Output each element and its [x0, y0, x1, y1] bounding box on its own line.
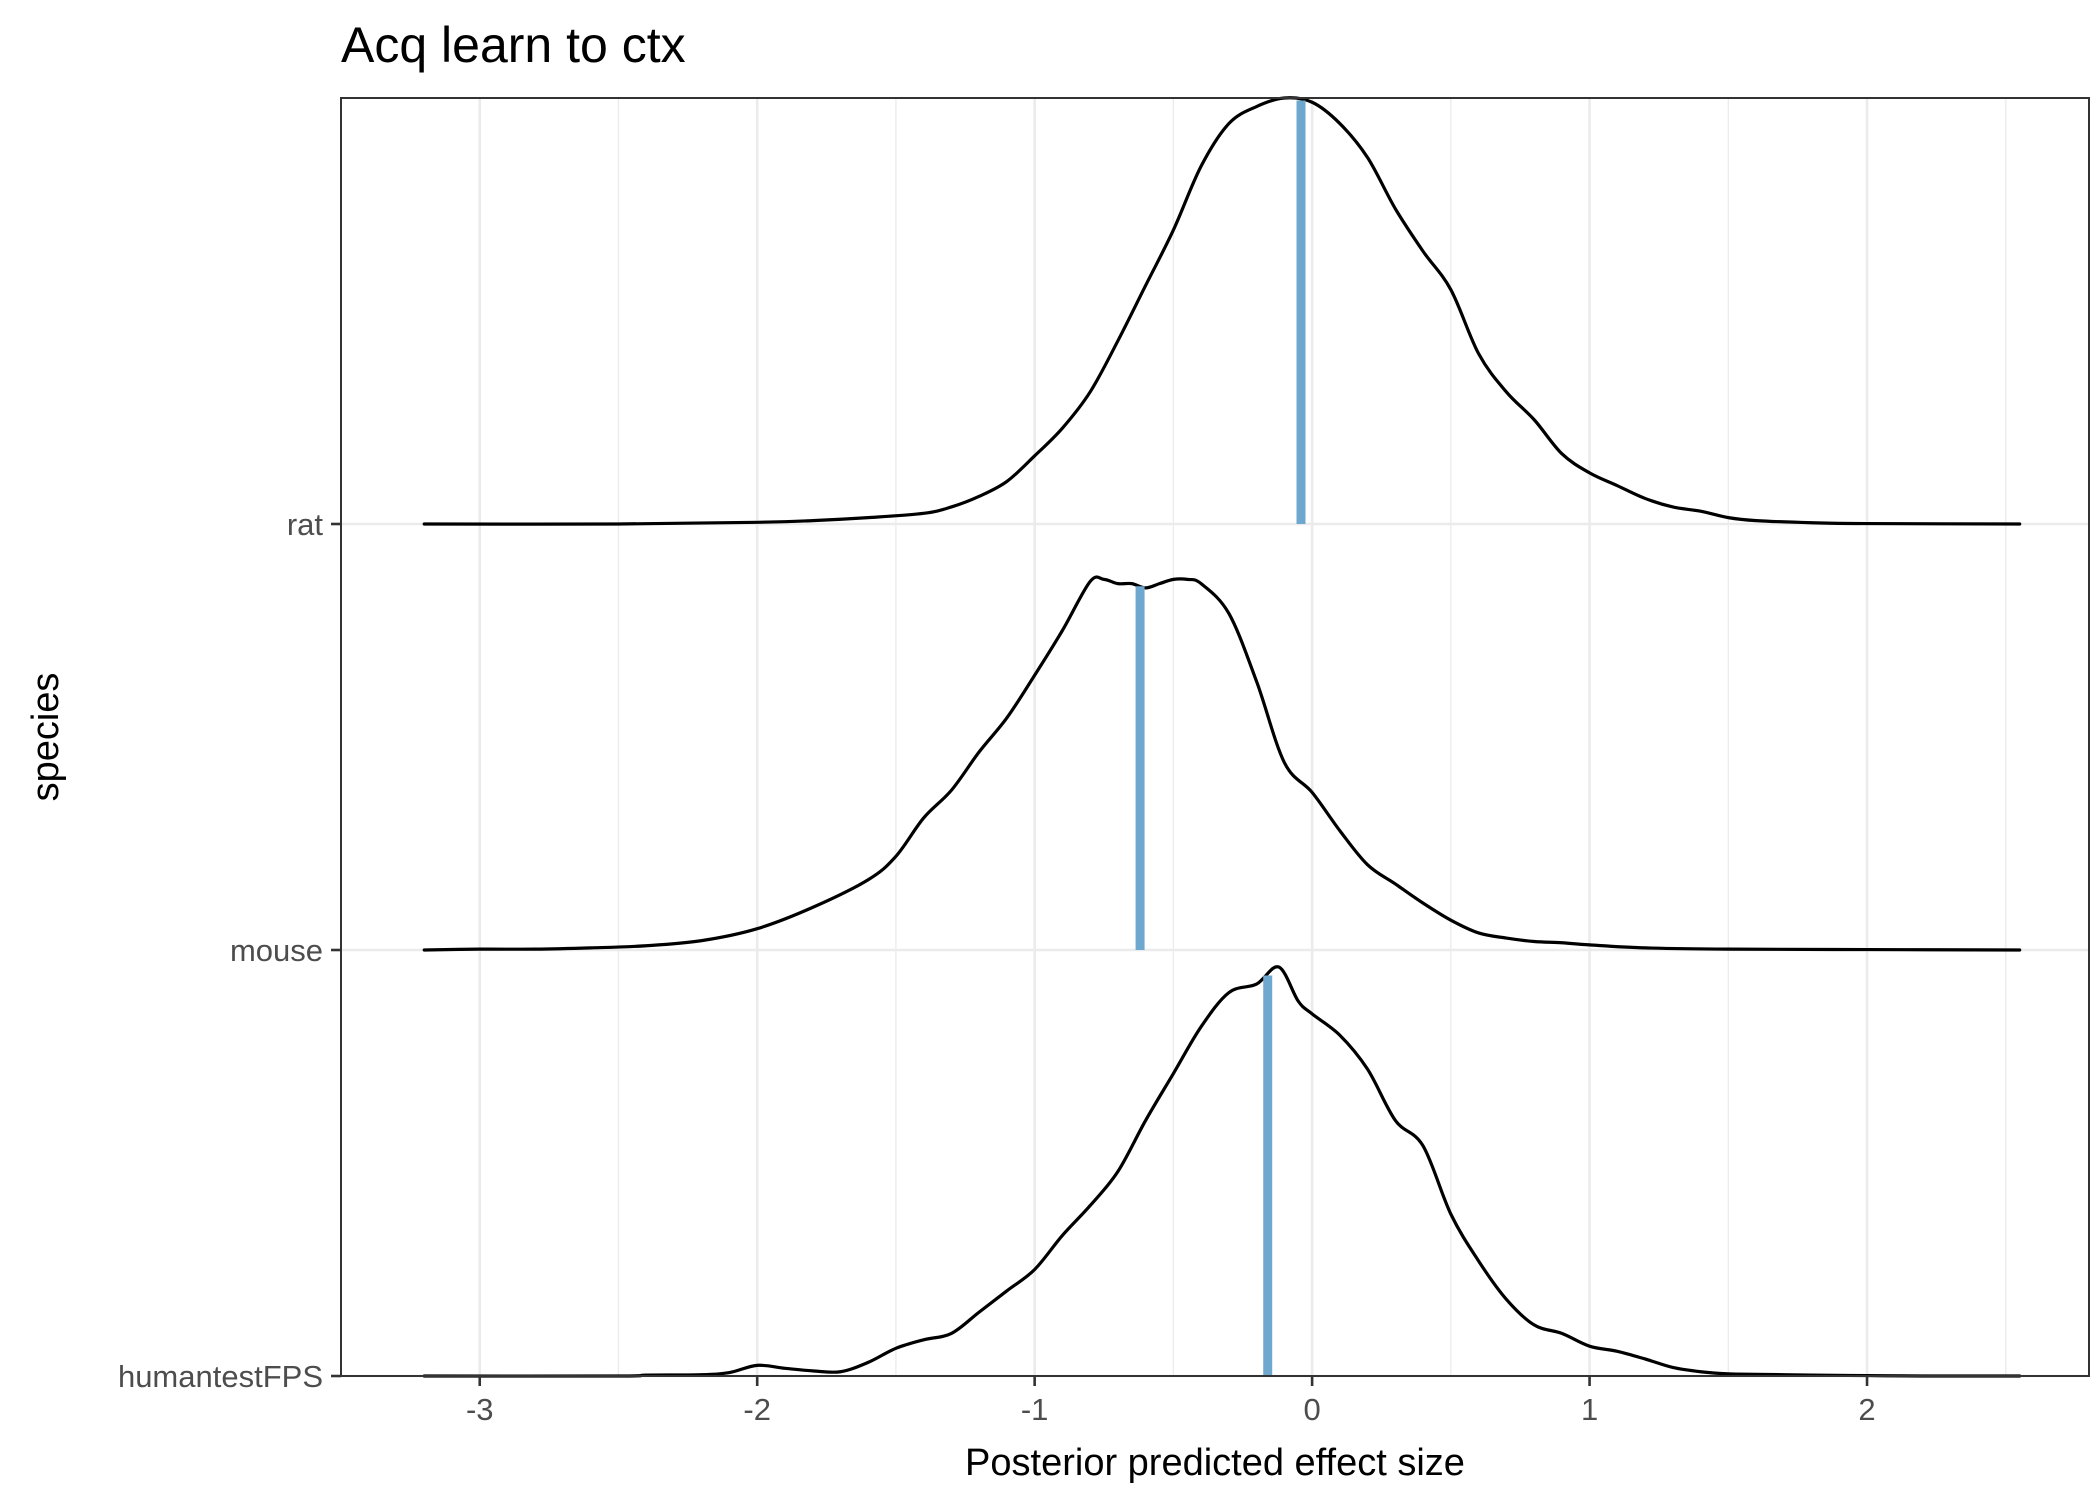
axes: humantestFPS mouse rat -3 -2 -1 0 1 2 [118, 507, 1876, 1427]
y-axis-title: species [25, 673, 67, 802]
x-tick-label: 0 [1303, 1392, 1320, 1427]
plot-panel-border [340, 97, 2090, 1377]
y-tick-label-mouse: mouse [230, 933, 323, 968]
density-curve-rat [422, 96, 2022, 526]
density-curve-mouse [422, 575, 2022, 952]
chart-title: Acq learn to ctx [341, 17, 686, 73]
x-tick-label: -3 [466, 1392, 494, 1427]
x-tick-label: -2 [743, 1392, 771, 1427]
x-axis-title: Posterior predicted effect size [965, 1442, 1465, 1484]
x-tick-label: -1 [1021, 1392, 1049, 1427]
y-tick-label-rat: rat [287, 507, 324, 542]
x-tick-label: 2 [1858, 1392, 1875, 1427]
x-tick-label: 1 [1581, 1392, 1598, 1427]
density-series [422, 96, 2022, 1378]
density-curve-humantestFPS [422, 965, 2022, 1378]
y-tick-label-humantestFPS: humantestFPS [118, 1359, 323, 1394]
